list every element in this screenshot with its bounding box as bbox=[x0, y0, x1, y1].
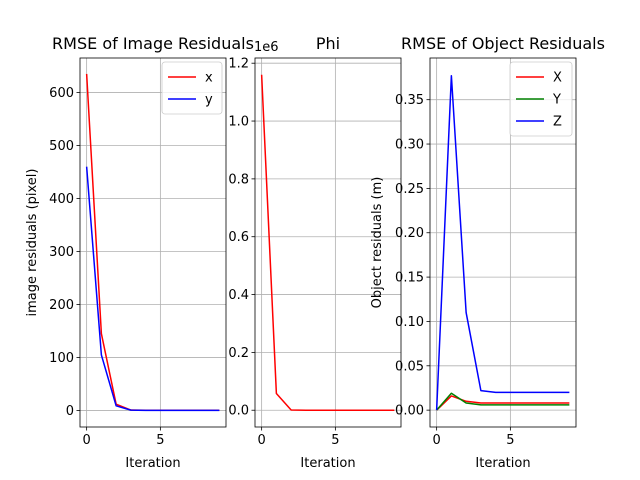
y-tick-label: 0.10 bbox=[395, 315, 424, 330]
y-tick-label: 0.8 bbox=[228, 172, 249, 187]
y-tick-label: 0.25 bbox=[395, 182, 424, 197]
chart-title: RMSE of Image Residuals bbox=[52, 34, 254, 53]
legend-label: X bbox=[553, 71, 562, 86]
y-tick-label: 0.05 bbox=[395, 359, 424, 374]
y-tick-label: 1.2 bbox=[228, 57, 249, 72]
series-line-phi bbox=[260, 74, 395, 411]
x-tick-label: 0 bbox=[82, 433, 90, 448]
legend-box bbox=[161, 61, 223, 115]
y-tick-label: 0.20 bbox=[395, 226, 424, 241]
y-tick-label: 0.6 bbox=[228, 230, 249, 245]
chart-2: 0 5 0.0 0.2 0.4 0.6 0.8 1.0 1.2 Phi Iteration 1e6 bbox=[228, 34, 402, 471]
x-axis-label: Iteration bbox=[475, 456, 530, 471]
y-tick-label: 0.35 bbox=[395, 93, 424, 108]
y-axis-label: image residuals (pixel) bbox=[25, 169, 40, 317]
y-tick-label: 0.2 bbox=[228, 346, 249, 361]
series-line-Z bbox=[435, 74, 570, 411]
y-tick-label: 1.0 bbox=[228, 115, 249, 130]
y-tick-label: 0.4 bbox=[228, 288, 249, 303]
series-line-Y bbox=[436, 392, 570, 411]
series-line-X bbox=[436, 395, 570, 411]
y-offset-text: 1e6 bbox=[254, 40, 279, 55]
y-tick-label: 0 bbox=[66, 404, 74, 419]
x-tick-label: 5 bbox=[506, 433, 514, 448]
x-tick-label: 0 bbox=[257, 433, 265, 448]
y-tick-label: 200 bbox=[49, 298, 74, 313]
y-tick-label: 600 bbox=[49, 86, 74, 101]
legend-label: Z bbox=[553, 115, 562, 130]
y-tick-label: 400 bbox=[49, 192, 74, 207]
legend-label: x bbox=[205, 71, 213, 86]
legend-label: y bbox=[205, 93, 213, 108]
legend-label: Y bbox=[552, 93, 561, 108]
chart-title: Phi bbox=[316, 34, 340, 53]
x-tick-label: 5 bbox=[331, 433, 339, 448]
x-axis-label: Iteration bbox=[125, 456, 180, 471]
y-tick-label: 100 bbox=[49, 351, 74, 366]
axes-frame bbox=[429, 57, 577, 428]
y-tick-label: 0.15 bbox=[395, 271, 424, 286]
y-tick-label: 500 bbox=[49, 139, 74, 154]
y-axis-label: Object residuals (m) bbox=[370, 177, 385, 309]
y-tick-label: 0.0 bbox=[228, 404, 249, 419]
series-line-x bbox=[85, 73, 220, 412]
y-tick-label: 0.00 bbox=[395, 404, 424, 419]
y-tick-label: 300 bbox=[49, 245, 74, 260]
axes-frame bbox=[79, 57, 227, 428]
chart-title: RMSE of Object Residuals bbox=[401, 34, 605, 53]
x-axis-label: Iteration bbox=[300, 456, 355, 471]
axes-frame bbox=[254, 57, 402, 428]
legend: XYZ bbox=[509, 61, 573, 137]
y-tick-label: 0.30 bbox=[395, 138, 424, 153]
x-tick-label: 5 bbox=[156, 433, 164, 448]
x-tick-label: 0 bbox=[432, 433, 440, 448]
legend: xy bbox=[161, 61, 223, 115]
chart-3: 0 5 0.00 0.05 0.10 0.15 0.20 0.25 0.30 0.35 RMSE o… bbox=[370, 34, 605, 471]
series-line-y bbox=[85, 166, 220, 412]
